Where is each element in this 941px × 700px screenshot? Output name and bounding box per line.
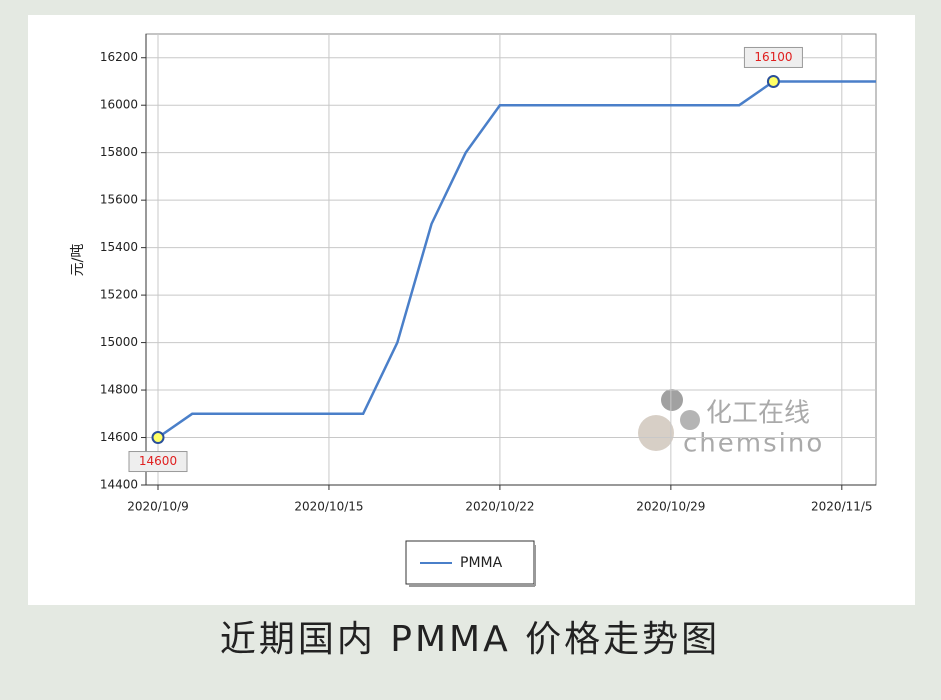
watermark-logo bbox=[661, 389, 683, 411]
plot-area: 1440014600148001500015200154001560015800… bbox=[100, 33, 877, 514]
value-label: 14600 bbox=[139, 454, 177, 468]
watermark-text: 化工在线 bbox=[706, 399, 810, 429]
y-tick-label: 15600 bbox=[100, 193, 138, 207]
y-tick-label: 16000 bbox=[100, 98, 138, 112]
series-line bbox=[157, 80, 876, 439]
chart-panel bbox=[28, 15, 915, 605]
y-tick-label: 15400 bbox=[100, 240, 138, 254]
value-label-box bbox=[128, 451, 188, 473]
y-tick-label: 14800 bbox=[100, 383, 138, 397]
y-tick-label: 14600 bbox=[100, 430, 138, 444]
legend-label: PMMA bbox=[460, 555, 503, 571]
point-marker bbox=[151, 431, 165, 445]
x-tick-label: 2020/11/5 bbox=[811, 500, 873, 514]
y-tick-label: 15800 bbox=[100, 145, 138, 159]
x-tick-label: 2020/10/29 bbox=[636, 500, 705, 514]
x-tick-label: 2020/10/22 bbox=[465, 500, 534, 514]
y-tick-label: 15200 bbox=[100, 288, 138, 302]
value-label-box bbox=[743, 46, 803, 68]
watermark: 化工在线 chemsino bbox=[638, 389, 824, 459]
x-tick-label: 2020/10/9 bbox=[127, 500, 189, 514]
y-tick-label: 14400 bbox=[100, 478, 138, 492]
x-tick-label: 2020/10/15 bbox=[294, 500, 363, 514]
watermark-text: chemsino bbox=[683, 429, 824, 459]
y-axis-label: 元/吨 bbox=[70, 244, 86, 277]
y-tick-label: 15000 bbox=[100, 335, 138, 349]
y-tick-label: 16200 bbox=[100, 50, 138, 64]
point-marker bbox=[766, 74, 780, 88]
chart-title: 近期国内 PMMA 价格走势图 bbox=[220, 619, 720, 660]
watermark-logo bbox=[638, 415, 674, 451]
watermark-logo bbox=[680, 410, 700, 430]
value-label: 16100 bbox=[754, 50, 792, 64]
